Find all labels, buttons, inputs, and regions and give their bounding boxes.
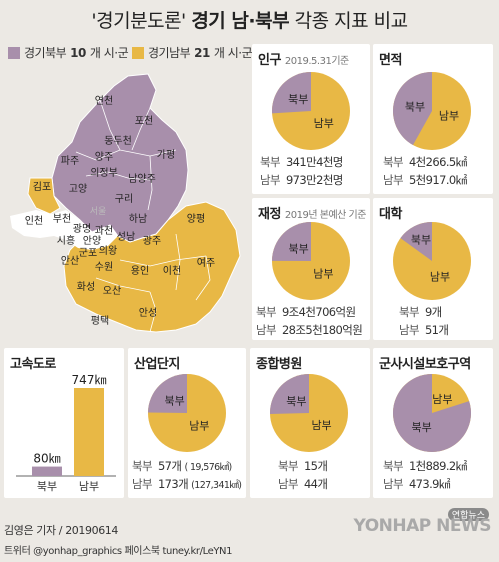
pie-slice-north	[393, 374, 471, 452]
map-label: 인천	[25, 215, 43, 227]
map-label: 광주	[143, 235, 161, 247]
page-title: '경기분도론' 경기 남·북부 각종 지표 비교	[91, 10, 408, 32]
gyeonggi-map: 연천 포천 동두천 양주 파주 가평 의정부 고양 남양주 구리 김포 인천 부…	[10, 73, 241, 333]
bar-south	[74, 388, 104, 476]
panel-industrial: 산업단지 북부 남부 북부 57개 ( 19,576㎢) 남부 173개 (127,3…	[128, 348, 246, 498]
map-seoul-incheon	[10, 210, 118, 250]
legend-north: 경기북부 10 개 시·군	[8, 44, 129, 61]
panel-highway: 고속도로 80㎞ 북부 747㎞ 남부	[4, 348, 124, 498]
map-label: 가평	[157, 149, 175, 161]
map-label: 여주	[197, 257, 215, 269]
brand-badge: 연합뉴스	[447, 508, 489, 521]
pie-military: 북부 남부	[393, 374, 471, 452]
pie-slice-north	[400, 222, 432, 261]
map-label: 오산	[103, 285, 121, 297]
map-label: 화성	[77, 281, 95, 293]
panel-hospital: 종합병원 북부 남부 북부 15개 남부 44개	[250, 348, 370, 498]
pie-slice-north	[148, 374, 187, 413]
map-label: 동두천	[104, 135, 132, 147]
map-label: 구리	[115, 193, 133, 205]
map-label: 양평	[187, 213, 205, 225]
pie-label-north: 북부	[411, 233, 431, 246]
map-gimpo	[27, 177, 61, 215]
highway-bar-chart: 80㎞ 북부 747㎞ 남부	[16, 373, 116, 493]
panel-finance: 재정 2019년 본예산 기준 북부 남부 북부 9조4천706억원 남부 28조5천1…	[252, 198, 370, 340]
map-label: 의정부	[90, 167, 118, 179]
pie-slice-north	[270, 374, 309, 415]
bar-value-label: 747㎞	[72, 373, 107, 387]
pie-slice-north	[272, 72, 311, 114]
pie-label-north: 북부	[412, 421, 432, 434]
bar-category-label: 북부	[37, 480, 57, 493]
map-label: 평택	[91, 315, 109, 327]
map-label: 김포	[33, 181, 51, 193]
bar-north	[32, 466, 62, 476]
panel-population: 인구 2019.5.31기준 북부 남부 북부 341만4천명 남부 973만2천명	[252, 44, 370, 194]
legend-north-swatch	[8, 46, 20, 59]
pie-label-south: 남부	[313, 267, 333, 280]
map-label: 안양	[83, 235, 101, 247]
map-label: 과천	[95, 225, 113, 237]
map-label: 광명	[73, 223, 91, 235]
footer-social: 트위터 @yonhap_graphics 페이스북 tuney.kr/LeYN1	[4, 546, 233, 557]
map-label: 하남	[129, 212, 147, 225]
legend-south: 경기남부 21 개 시·군	[132, 44, 253, 61]
map-label: 이천	[163, 265, 181, 277]
pie-slice-north	[272, 222, 311, 261]
map-label: 안성	[139, 307, 157, 319]
map-label: 고양	[69, 183, 87, 195]
pie-label-south: 남부	[432, 393, 452, 406]
map-label: 포천	[135, 115, 153, 127]
panel-area: 면적 북부 남부 북부 4천266.5㎢ 남부 5천917.0㎢	[373, 44, 493, 194]
map-label: 성남	[117, 231, 135, 243]
map-label: 파주	[61, 155, 79, 167]
map-label: 부천	[53, 213, 71, 225]
pie-slice-north	[393, 72, 432, 146]
legend-south-swatch	[132, 46, 144, 59]
pie-label-south: 남부	[189, 419, 209, 432]
map-label: 수원	[95, 261, 113, 273]
panel-military: 군사시설보호구역 북부 남부 북부 1천889.2㎢ 남부 473.9㎢	[373, 348, 493, 498]
pie-label-north: 북부	[288, 93, 308, 106]
map-label: 안산	[61, 255, 79, 267]
pie-label-north: 북부	[288, 243, 308, 256]
bar-category-label: 남부	[79, 480, 99, 493]
map-label-seoul: 서울	[90, 206, 107, 217]
pie-label-north: 북부	[286, 395, 306, 408]
map-label: 용인	[131, 265, 149, 277]
panel-university: 대학 북부 남부 북부 9개 남부 51개	[373, 198, 493, 340]
pie-label-south: 남부	[311, 419, 331, 432]
bar-value-label: 80㎞	[33, 452, 60, 466]
map-label: 남양주	[128, 173, 156, 185]
map-label: 연천	[95, 95, 113, 107]
pie-label-north: 북부	[165, 395, 185, 408]
pie-label-south: 남부	[439, 109, 459, 122]
map-label: 양주	[95, 151, 113, 163]
pie-label-north: 북부	[405, 101, 425, 114]
pie-label-south: 남부	[314, 117, 334, 130]
map-label: 시흥	[57, 234, 75, 247]
brand-logo: YONHAP NEWS	[353, 516, 492, 536]
pie-label-south: 남부	[430, 271, 450, 284]
map-label: 의왕	[99, 245, 117, 257]
footer-credit: 김영은 기자 / 20190614	[4, 524, 118, 537]
map-borders	[75, 99, 211, 333]
map-label: 군포	[79, 247, 97, 259]
